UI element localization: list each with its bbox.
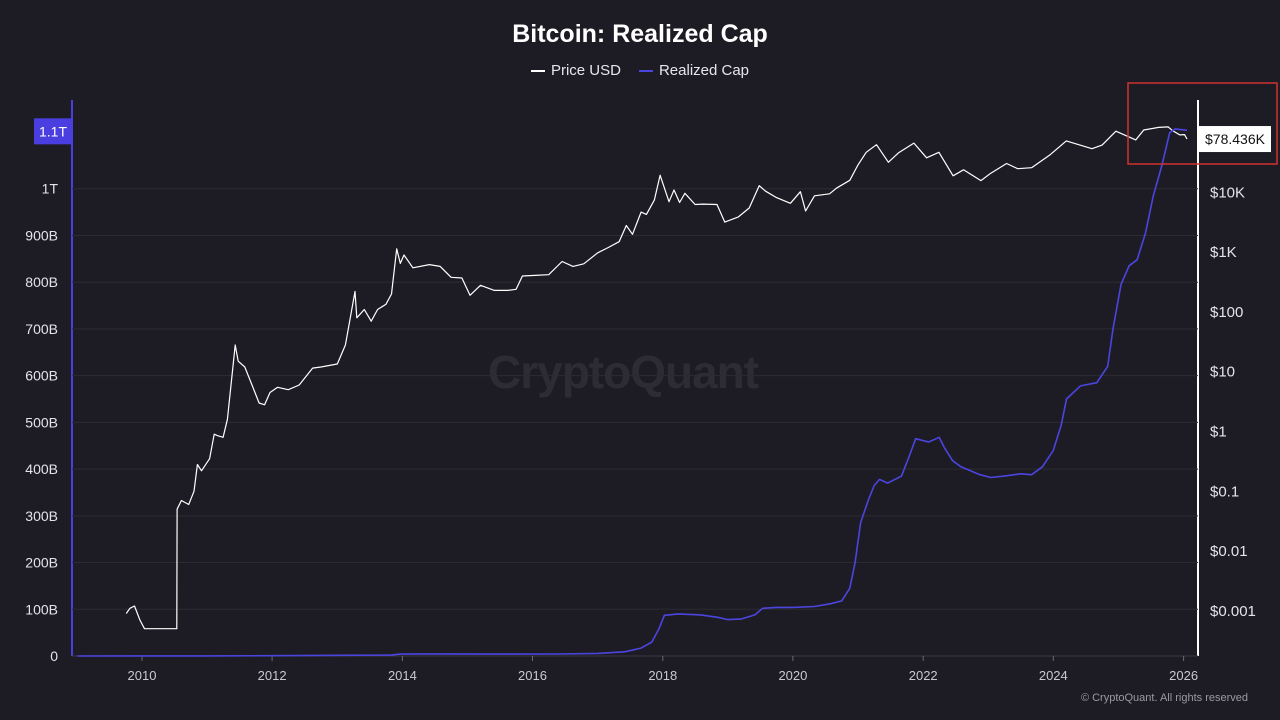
left-tick-label: 100B [25, 601, 58, 617]
price-usd-line [125, 126, 1188, 630]
copyright-notice: © CryptoQuant. All rights reserved [1080, 692, 1248, 704]
x-tick-label: 2010 [128, 668, 157, 683]
legend-label-price: Price USD [550, 62, 621, 79]
right-current-tag [1199, 126, 1271, 153]
legend-item-price[interactable]: Price USD [530, 62, 621, 79]
watermark: CryptoQuant [488, 346, 759, 398]
x-tick-label: 2022 [909, 668, 938, 683]
x-tick-label: 2020 [778, 668, 807, 683]
x-tick-label: 2012 [258, 668, 287, 683]
x-tick-label: 2018 [648, 668, 677, 683]
x-tick-label: 2026 [1169, 668, 1198, 683]
realized-cap-line [77, 128, 1188, 657]
right-current-tag-label: $78.436K [1205, 131, 1266, 147]
left-tick-label: 1T [42, 181, 59, 197]
chart-legend: Price USD Realized Cap [0, 62, 1280, 79]
right-tick-label: $0.01 [1210, 543, 1248, 560]
right-tick-label: $10 [1210, 364, 1235, 381]
right-tick-label: $100 [1210, 304, 1243, 321]
x-tick-label: 2016 [518, 668, 547, 683]
left-tick-label: 400B [25, 461, 58, 477]
legend-label-realized-cap: Realized Cap [658, 62, 750, 79]
x-tick-label: 2014 [388, 668, 417, 683]
right-tick-label: $1 [1210, 423, 1227, 440]
left-current-tag [34, 118, 72, 145]
left-tick-label: 0 [50, 648, 58, 664]
left-tick-label: 900B [25, 227, 58, 243]
left-tick-label: 600B [25, 368, 58, 384]
legend-swatch-realized-cap [638, 69, 653, 72]
left-tick-label: 800B [25, 274, 58, 290]
right-tick-label: $1K [1210, 244, 1237, 261]
left-tick-label: 200B [25, 555, 58, 571]
highlight-box [1127, 82, 1278, 165]
legend-swatch-price [530, 69, 545, 72]
right-tick-label: $0.1 [1210, 483, 1239, 500]
left-tick-label: 500B [25, 414, 58, 430]
left-tick-label: 700B [25, 321, 58, 337]
right-tick-label: $10K [1210, 184, 1245, 201]
right-tick-label: $0.001 [1210, 603, 1256, 620]
x-tick-label: 2024 [1039, 668, 1068, 683]
left-tick-label: 300B [25, 508, 58, 524]
left-current-tag-label: 1.1T [39, 123, 67, 139]
legend-item-realized-cap[interactable]: Realized Cap [638, 62, 750, 79]
chart-title: Bitcoin: Realized Cap [512, 20, 768, 48]
